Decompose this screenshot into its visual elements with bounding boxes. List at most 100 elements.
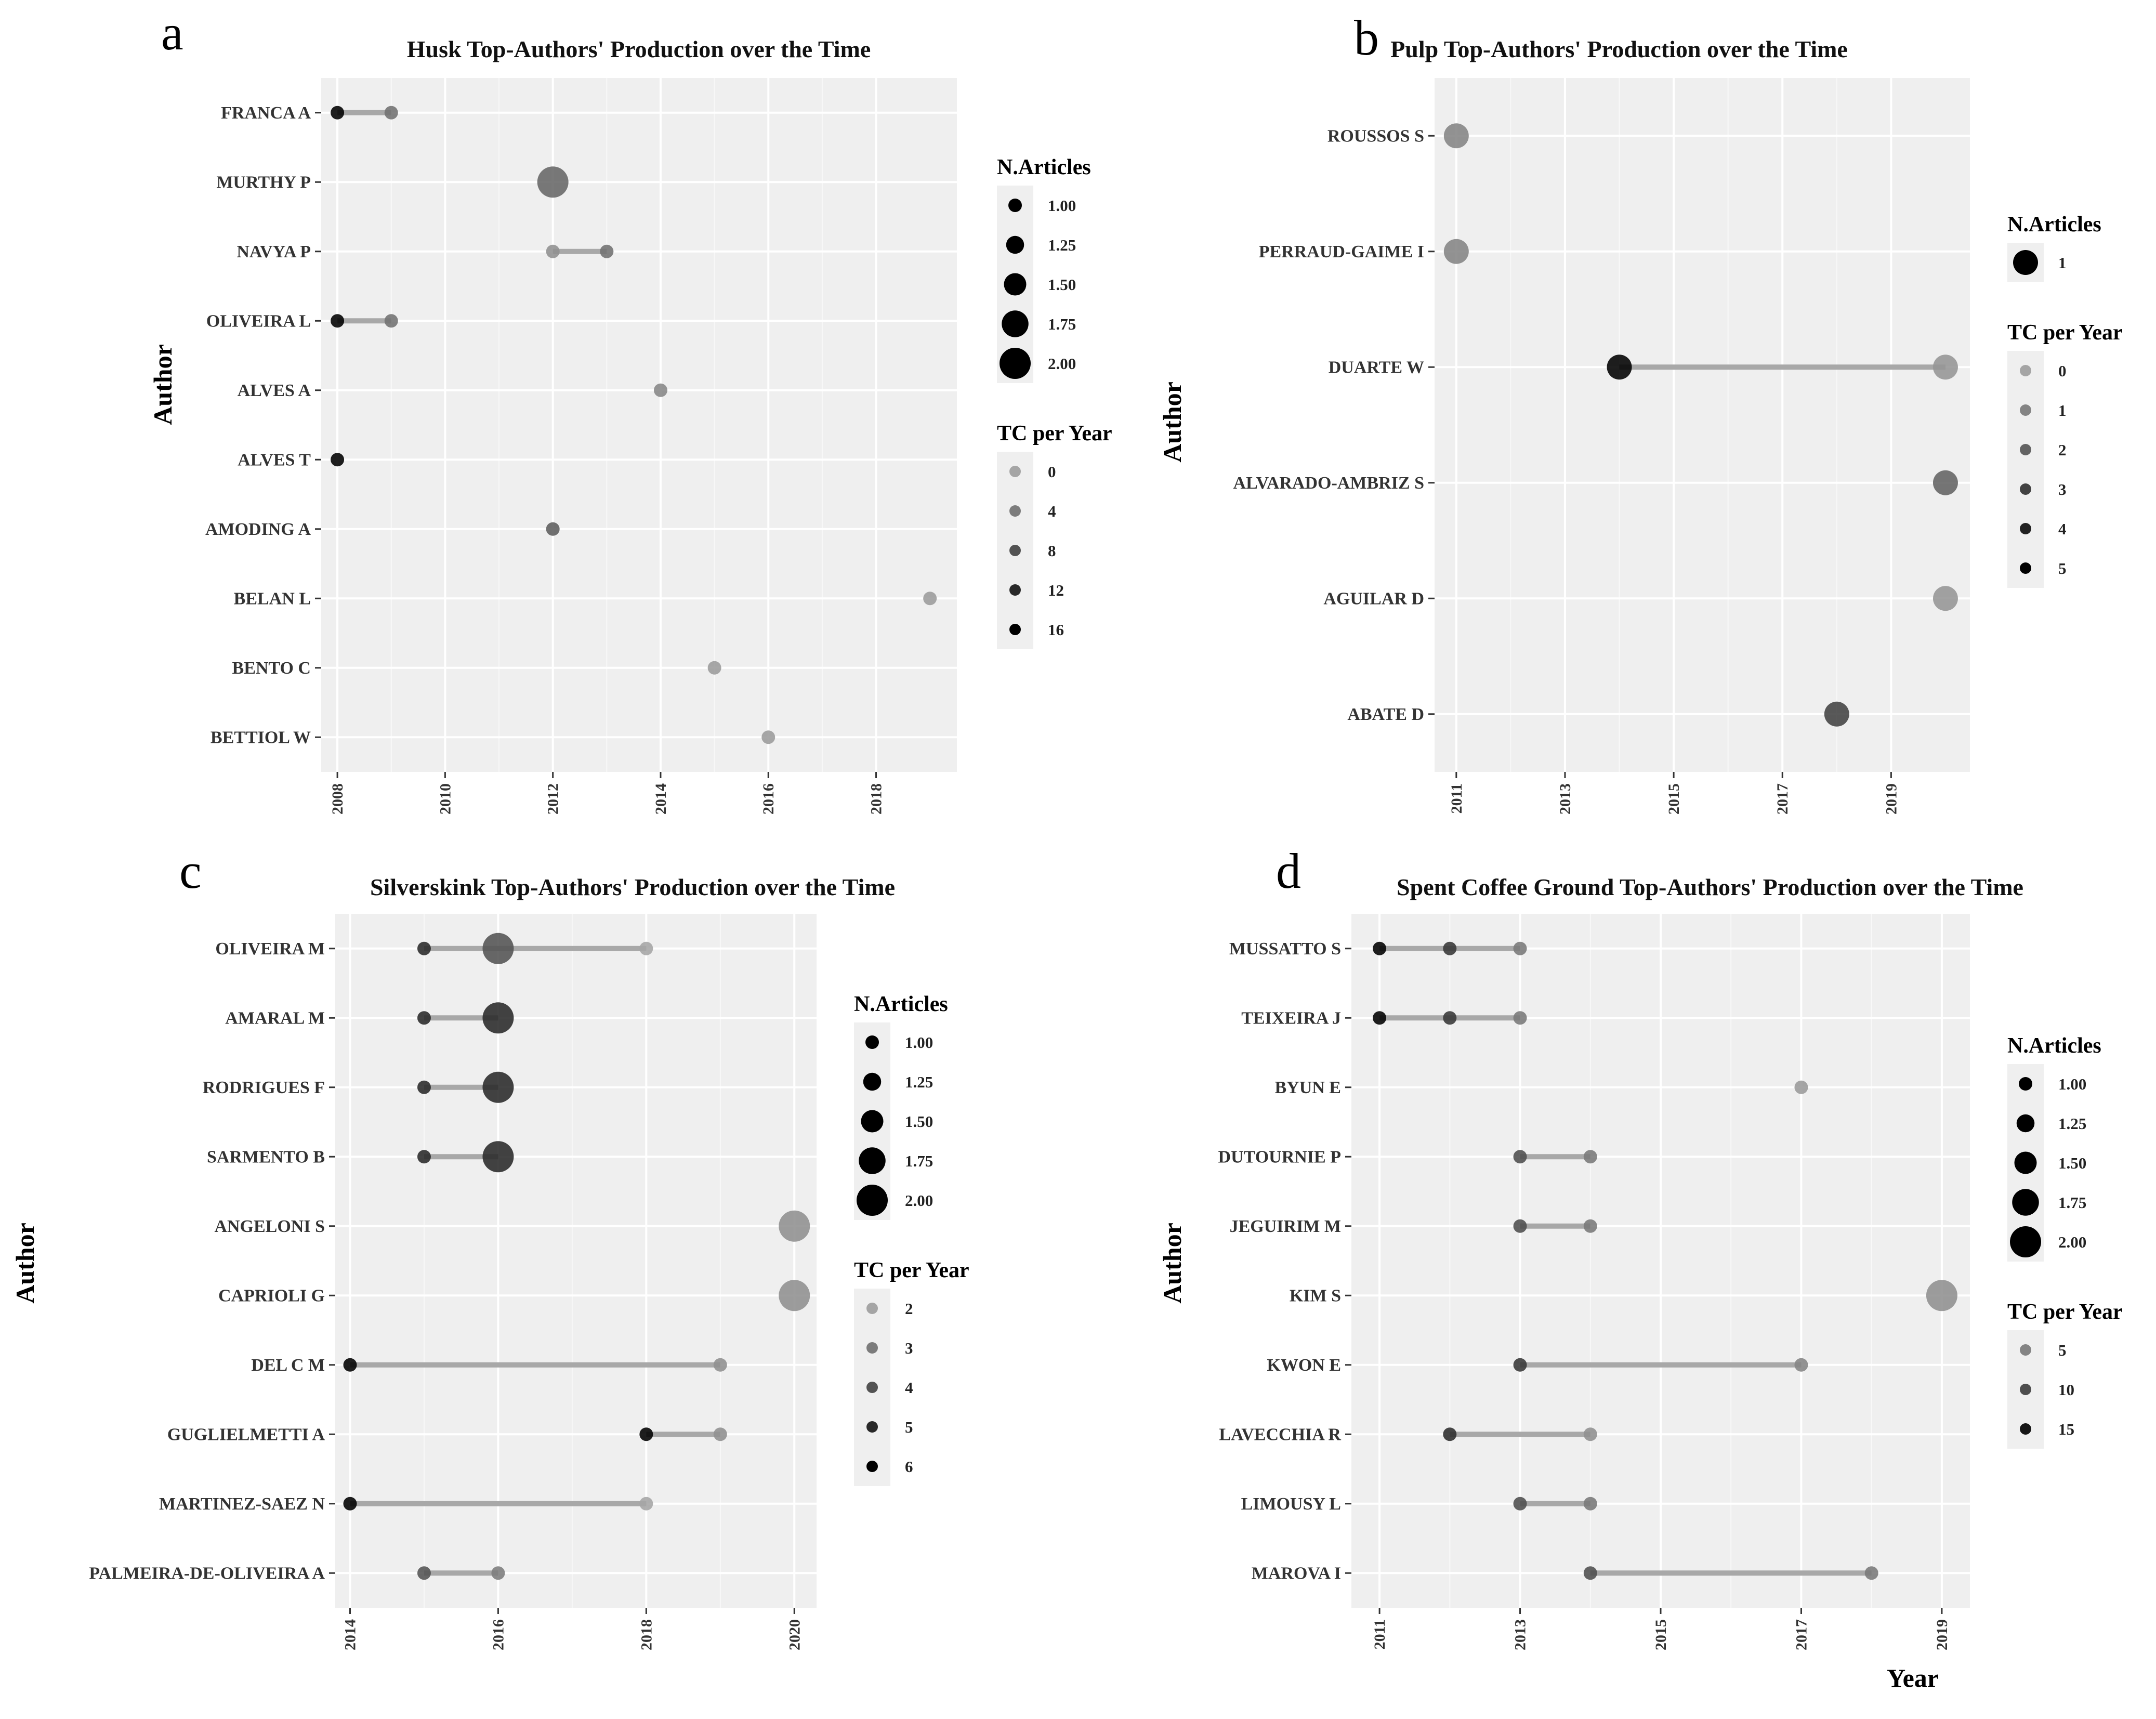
author-label-duarte-w: DUARTE W xyxy=(1329,358,1424,377)
legend-label: 16 xyxy=(1048,621,1064,639)
legend-key-background xyxy=(2007,351,2044,588)
point-angeloni-s-2020 xyxy=(779,1210,810,1242)
legend-label: 1.75 xyxy=(905,1152,933,1170)
author-label-rodrigues-f: RODRIGUES F xyxy=(203,1078,325,1097)
panel-letter: d xyxy=(1276,843,1301,899)
point-teixeira-j-2012 xyxy=(1443,1011,1457,1025)
legend-title-n-articles: N.Articles xyxy=(854,992,948,1016)
panel-letter: b xyxy=(1354,10,1379,65)
author-label-aguilar-d: AGUILAR D xyxy=(1323,589,1424,608)
point-bento-c-2015 xyxy=(707,661,721,675)
point-duarte-w-2020 xyxy=(1932,355,1958,380)
x-tick-label-2019: 2019 xyxy=(1934,1619,1951,1650)
x-tick-label-2018: 2018 xyxy=(638,1619,655,1650)
point-alvarado-ambriz-s-2020 xyxy=(1932,470,1958,495)
x-tick-label-2010: 2010 xyxy=(437,783,454,815)
author-label-caprioli-g: CAPRIOLI G xyxy=(218,1286,325,1305)
point-marova-i-2018 xyxy=(1864,1566,1878,1580)
author-label-abate-d: ABATE D xyxy=(1347,705,1424,724)
chart-title: Husk Top-Authors' Production over the Ti… xyxy=(407,36,871,62)
point-amaral-m-2016 xyxy=(482,1002,514,1034)
legend-label: 1 xyxy=(2058,254,2067,272)
legend-label: 1 xyxy=(2058,401,2067,419)
author-label-lavecchia-r: LAVECCHIA R xyxy=(1219,1425,1341,1444)
point-franca-a-2009 xyxy=(384,106,398,120)
point-mussatto-s-2012 xyxy=(1443,941,1457,955)
panel-letter: c xyxy=(179,843,202,899)
legend-color-key xyxy=(2020,562,2031,574)
legend-size-key xyxy=(2019,1077,2032,1091)
plot-background xyxy=(1435,78,1970,772)
point-jeguirim-m-2013 xyxy=(1513,1219,1527,1233)
point-aguilar-d-2020 xyxy=(1932,586,1958,611)
author-label-oliveira-l: OLIVEIRA L xyxy=(206,311,311,331)
chart-title: Silverskink Top-Authors' Production over… xyxy=(370,874,895,900)
author-label-bento-c: BENTO C xyxy=(232,659,311,678)
author-label-amaral-m: AMARAL M xyxy=(225,1008,325,1028)
legend-color-key xyxy=(2020,444,2031,455)
legend-label: 1.25 xyxy=(1048,236,1076,254)
legend-color-key xyxy=(1009,466,1021,477)
point-teixeira-j-2011 xyxy=(1373,1011,1387,1025)
legend-color-key xyxy=(2020,365,2031,376)
author-label-bettiol-w: BETTIOL W xyxy=(211,728,311,747)
legend-label: 1.75 xyxy=(2058,1193,2086,1212)
legend-size-key xyxy=(2010,1226,2041,1257)
y-axis-title: Author xyxy=(10,1223,40,1304)
point-marova-i-2014 xyxy=(1583,1566,1597,1580)
legend-label: 5 xyxy=(2058,1341,2067,1359)
author-label-angeloni-s: ANGELONI S xyxy=(214,1217,325,1236)
point-jeguirim-m-2014 xyxy=(1583,1219,1597,1233)
legend-label: 2 xyxy=(2058,441,2067,459)
point-abate-d-2018 xyxy=(1824,701,1849,727)
author-label-kwon-e: KWON E xyxy=(1267,1356,1341,1375)
legend-label: 1.75 xyxy=(1048,315,1076,333)
legend-title-tc-per-year: TC per Year xyxy=(2007,321,2123,345)
point-palmeira-de-oliveira-a-2015 xyxy=(417,1566,431,1580)
chart-title: Spent Coffee Ground Top-Authors' Product… xyxy=(1397,874,2023,900)
author-label-guglielmetti-a: GUGLIELMETTI A xyxy=(167,1425,325,1444)
point-navya-p-2013 xyxy=(600,244,614,258)
point-kim-s-2019 xyxy=(1926,1280,1957,1311)
legend-color-key xyxy=(2020,483,2031,495)
legend-label: 10 xyxy=(2058,1381,2074,1399)
x-tick-label-2016: 2016 xyxy=(760,783,777,815)
legend-color-key xyxy=(866,1421,878,1433)
author-label-jeguirim-m: JEGUIRIM M xyxy=(1230,1217,1341,1236)
point-murthy-p-2012 xyxy=(537,166,569,198)
panel-a: 2008 2010 2012 2014 2016 2018 FRANCA A MURTHY P… xyxy=(148,5,1112,815)
legend-label: 6 xyxy=(905,1458,913,1476)
legend-size-key xyxy=(1006,235,1024,254)
author-label-perraud-gaime-i: PERRAUD-GAIME I xyxy=(1259,242,1424,261)
legend-label: 4 xyxy=(905,1379,913,1397)
legend-label: 1.25 xyxy=(905,1073,933,1091)
legend-size-key xyxy=(2012,1189,2039,1216)
legend-size-key xyxy=(865,1035,879,1049)
x-tick-label-2011: 2011 xyxy=(1371,1619,1388,1649)
x-tick-label-2013: 2013 xyxy=(1512,1619,1529,1650)
legend-label: 3 xyxy=(905,1339,913,1357)
legend-size-key xyxy=(859,1147,886,1174)
legend-title-n-articles: N.Articles xyxy=(997,155,1091,179)
author-label-palmeira-de-oliveira-a: PALMEIRA-DE-OLIVEIRA A xyxy=(89,1564,325,1583)
legend-size-key xyxy=(861,1110,884,1133)
plot-background xyxy=(321,78,957,772)
point-kwon-e-2013 xyxy=(1513,1358,1527,1372)
x-tick-label-2014: 2014 xyxy=(652,783,669,815)
legend-color-key xyxy=(2020,1384,2031,1395)
y-axis-title: Author xyxy=(1158,1223,1187,1304)
legend-color-key xyxy=(1009,624,1021,635)
x-tick-label-2017: 2017 xyxy=(1793,1619,1810,1650)
author-label-sarmento-b: SARMENTO B xyxy=(207,1147,325,1166)
legend-label: 0 xyxy=(2058,362,2067,380)
point-oliveira-m-2018 xyxy=(639,941,653,955)
point-bettiol-w-2016 xyxy=(761,730,775,744)
point-mussatto-s-2011 xyxy=(1373,941,1387,955)
point-oliveira-m-2016 xyxy=(482,933,514,964)
point-palmeira-de-oliveira-a-2016 xyxy=(491,1566,505,1580)
point-martinez-saez-n-2018 xyxy=(639,1497,653,1511)
legend-label: 1.50 xyxy=(905,1112,933,1131)
point-oliveira-l-2009 xyxy=(384,314,398,328)
x-tick-label-2014: 2014 xyxy=(341,1619,359,1650)
legend-label: 8 xyxy=(1048,542,1056,560)
